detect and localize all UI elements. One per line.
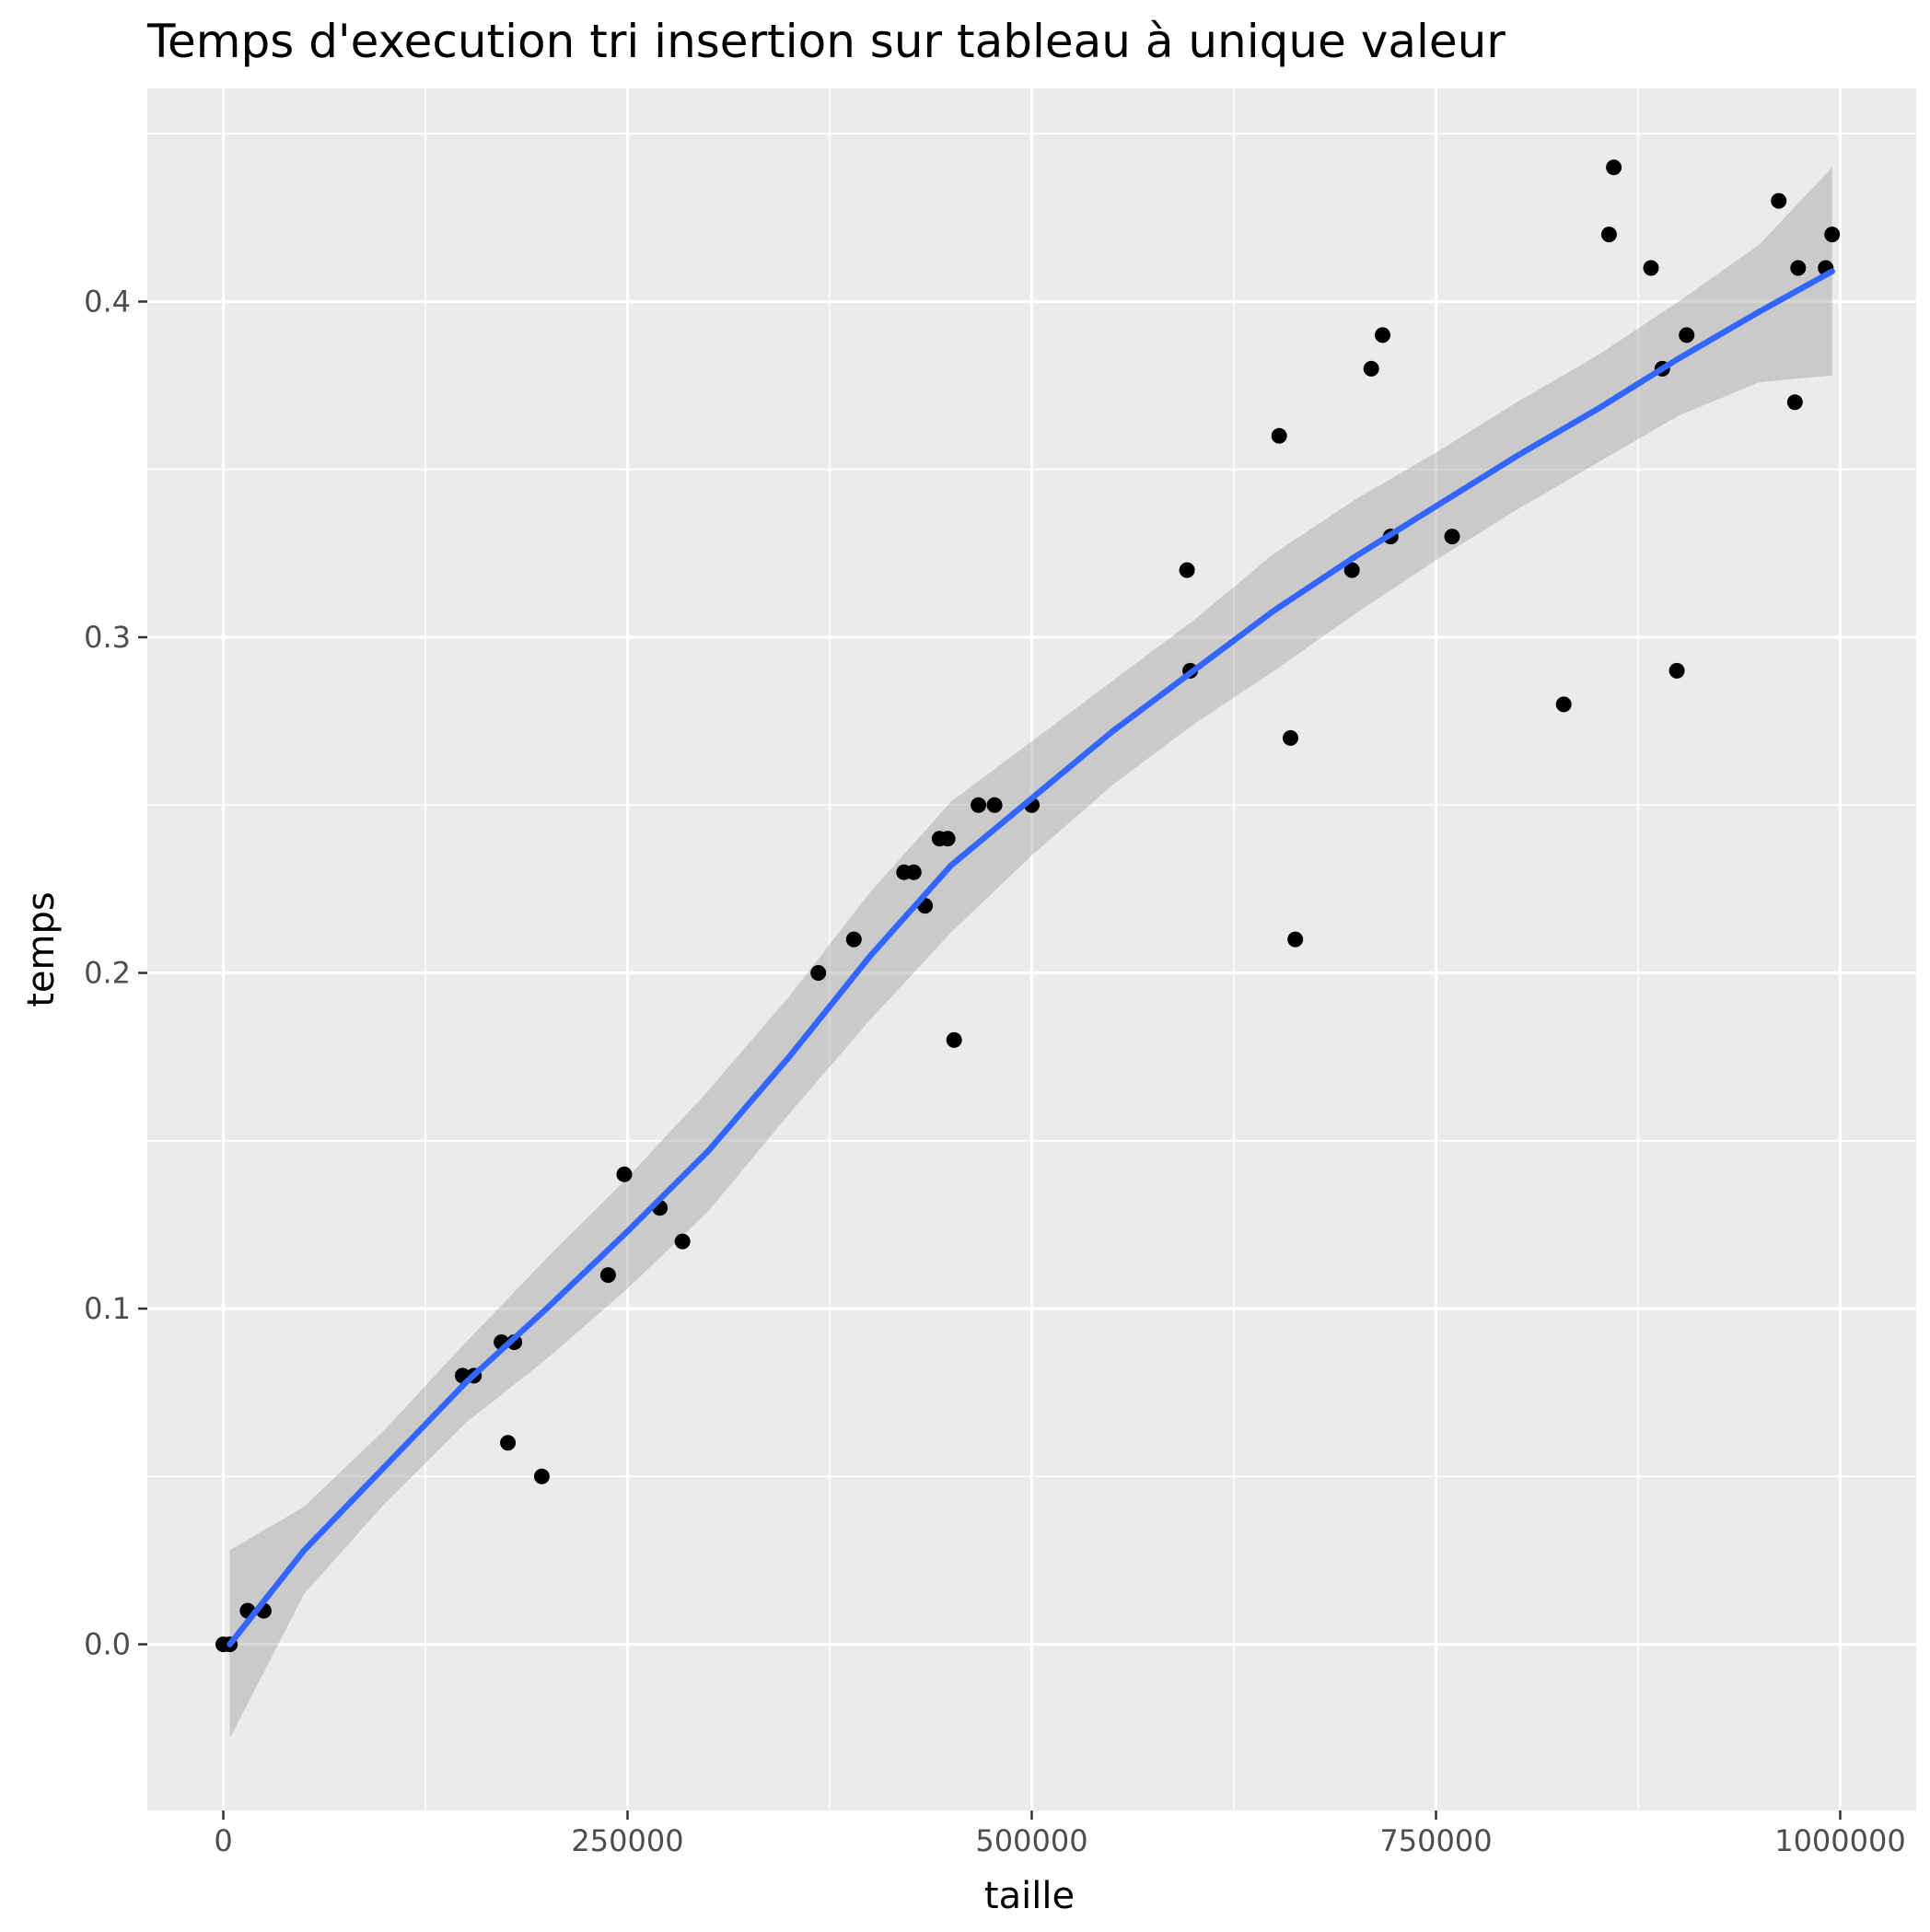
- data-point: [1679, 327, 1695, 343]
- confidence-band-layer: [229, 167, 1832, 1739]
- smooth-line-layer: [227, 268, 1835, 1647]
- data-point: [616, 1166, 633, 1182]
- confidence-band: [229, 167, 1832, 1739]
- data-point: [986, 797, 1003, 813]
- chart-title: Temps d'execution tri insertion sur tabl…: [146, 15, 1506, 68]
- data-point: [905, 864, 922, 880]
- x-tick-label: 750000: [1379, 1823, 1492, 1858]
- data-point: [500, 1435, 517, 1451]
- data-point: [1555, 696, 1572, 713]
- data-point: [971, 797, 987, 813]
- data-point: [845, 931, 862, 948]
- data-point: [1786, 394, 1803, 411]
- x-tick-label: 1000000: [1774, 1823, 1906, 1858]
- x-tick-label: 0: [214, 1823, 232, 1858]
- data-point: [1363, 360, 1379, 377]
- major-gridlines: [147, 88, 1916, 1810]
- data-point: [599, 1267, 616, 1284]
- data-point: [1600, 227, 1617, 243]
- smooth-line: [227, 268, 1835, 1647]
- y-tick-label: 0.4: [84, 284, 131, 319]
- data-point: [1606, 159, 1622, 176]
- y-axis-title: temps: [20, 891, 63, 1007]
- data-point: [1643, 260, 1659, 276]
- x-tick-label: 250000: [571, 1823, 683, 1858]
- data-point: [674, 1233, 691, 1250]
- x-axis: 0 250000 500000 750000 1000000: [214, 1810, 1906, 1858]
- data-point: [1287, 931, 1304, 948]
- data-point: [533, 1468, 550, 1484]
- data-point: [810, 965, 827, 981]
- data-point: [939, 831, 956, 847]
- data-point: [1824, 227, 1841, 243]
- y-axis: 0.0 0.1 0.2 0.3 0.4: [84, 284, 147, 1662]
- data-point: [1271, 427, 1287, 444]
- data-point: [1283, 729, 1298, 746]
- x-axis-title: taille: [984, 1875, 1075, 1917]
- data-point: [1375, 327, 1390, 343]
- y-tick-label: 0.1: [84, 1291, 131, 1326]
- y-tick-label: 0.2: [84, 956, 131, 991]
- data-point: [1343, 562, 1360, 578]
- x-tick-label: 500000: [975, 1823, 1087, 1858]
- data-point: [946, 1031, 962, 1048]
- data-point: [1668, 662, 1685, 679]
- y-tick-label: 0.0: [84, 1627, 131, 1662]
- y-tick-label: 0.3: [84, 620, 131, 655]
- data-point: [1179, 562, 1195, 578]
- data-point: [1444, 529, 1460, 545]
- data-point: [1790, 260, 1807, 276]
- data-point: [1771, 192, 1787, 209]
